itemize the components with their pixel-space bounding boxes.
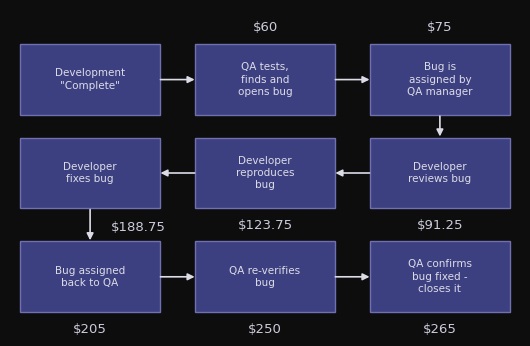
Text: Developer
reproduces
bug: Developer reproduces bug (236, 156, 294, 190)
FancyBboxPatch shape (20, 44, 161, 115)
Text: $265: $265 (423, 322, 457, 336)
Text: Bug is
assigned by
QA manager: Bug is assigned by QA manager (407, 62, 473, 97)
FancyBboxPatch shape (195, 44, 335, 115)
Text: $188.75: $188.75 (111, 221, 166, 234)
Text: $123.75: $123.75 (237, 219, 293, 232)
FancyBboxPatch shape (195, 242, 335, 312)
Text: $91.25: $91.25 (417, 219, 463, 232)
Text: $75: $75 (427, 21, 453, 34)
FancyBboxPatch shape (195, 137, 335, 208)
Text: Developer
reviews bug: Developer reviews bug (408, 162, 472, 184)
Text: $60: $60 (252, 21, 278, 34)
FancyBboxPatch shape (369, 242, 510, 312)
FancyBboxPatch shape (20, 137, 161, 208)
Text: QA tests,
finds and
opens bug: QA tests, finds and opens bug (237, 62, 293, 97)
FancyBboxPatch shape (369, 137, 510, 208)
Text: QA confirms
bug fixed -
closes it: QA confirms bug fixed - closes it (408, 260, 472, 294)
Text: $250: $250 (248, 322, 282, 336)
Text: Bug assigned
back to QA: Bug assigned back to QA (55, 266, 125, 288)
Text: Developer
fixes bug: Developer fixes bug (63, 162, 117, 184)
FancyBboxPatch shape (20, 242, 161, 312)
FancyBboxPatch shape (369, 44, 510, 115)
Text: Development
"Complete": Development "Complete" (55, 69, 125, 91)
Text: QA re-verifies
bug: QA re-verifies bug (229, 266, 301, 288)
Text: $205: $205 (73, 322, 107, 336)
